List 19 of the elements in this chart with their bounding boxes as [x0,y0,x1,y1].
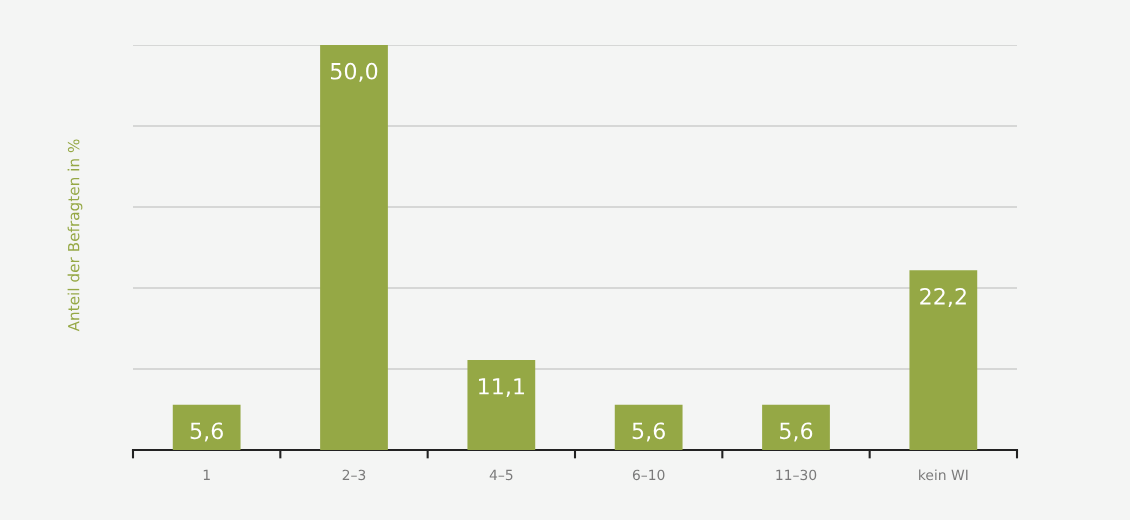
data-label: 5,6 [632,422,665,442]
x-tick-label: kein WI [919,469,968,481]
x-tick-label: 2–3 [342,469,366,481]
bar [172,404,241,450]
x-tick-label: 6–10 [632,469,665,481]
data-label: 50,0 [330,62,378,82]
data-label: 22,2 [920,287,966,308]
data-label: 5,6 [190,422,223,442]
x-tick-label: 4–5 [489,469,513,481]
y-axis-title: Anteil der Befragten in % [67,139,83,332]
bar [762,404,830,450]
bar [909,270,978,450]
bar [614,404,683,450]
x-tick-label: 11–30 [776,469,817,481]
bar [467,360,536,450]
data-label: 11,1 [479,378,525,397]
bar [320,45,388,450]
x-tick-label: 1 [203,469,210,480]
data-label: 5,6 [780,422,813,442]
